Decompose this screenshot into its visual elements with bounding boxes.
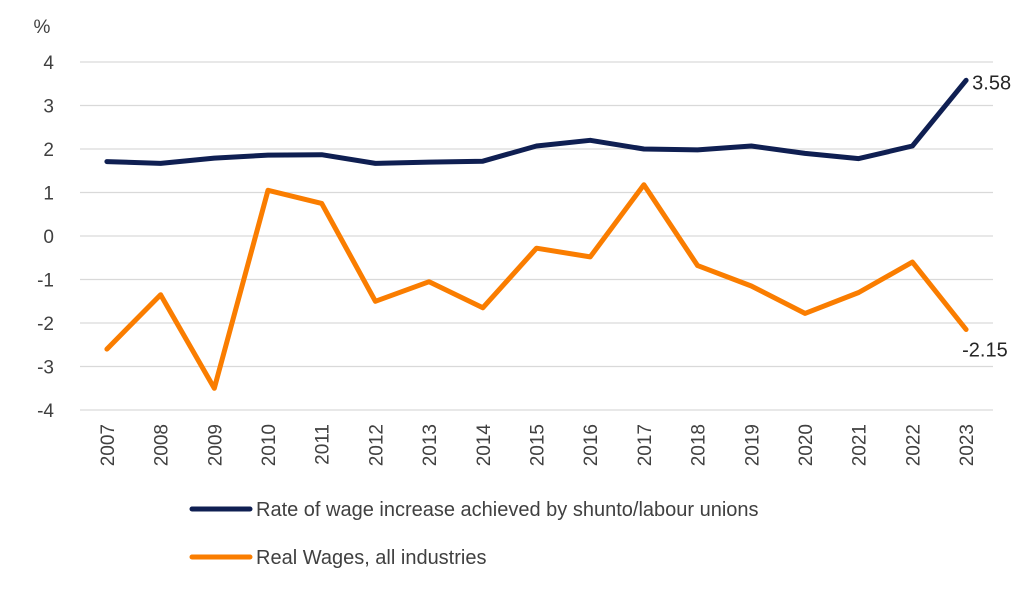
x-tick-label: 2020 <box>796 424 817 466</box>
data-label-end: 3.58 <box>972 72 1011 94</box>
x-tick-label: 2012 <box>366 424 387 466</box>
x-tick-label: 2009 <box>205 424 226 466</box>
data-label-end: -2.15 <box>962 340 1008 362</box>
y-tick-label: 3 <box>43 97 54 118</box>
x-tick-label: 2017 <box>635 424 656 466</box>
x-tick-label: 2023 <box>957 424 978 466</box>
x-tick-label: 2014 <box>474 424 495 467</box>
y-tick-label: 4 <box>43 53 54 74</box>
x-tick-label: 2021 <box>850 424 871 466</box>
legend-label-shunto: Rate of wage increase achieved by shunto… <box>256 499 759 521</box>
x-tick-label: 2019 <box>742 424 763 466</box>
y-tick-label: 2 <box>43 140 54 161</box>
y-tick-label: 0 <box>43 227 54 248</box>
x-tick-label: 2016 <box>581 424 602 466</box>
y-tick-label: -3 <box>37 358 54 379</box>
x-tick-label: 2011 <box>313 424 334 465</box>
x-tick-label: 2018 <box>689 424 710 466</box>
legend-label-real-wages: Real Wages, all industries <box>256 547 486 569</box>
gridlines <box>80 61 993 411</box>
y-tick-label: -4 <box>37 401 54 422</box>
series-line-shunto <box>104 77 969 166</box>
x-tick-label: 2015 <box>528 424 549 466</box>
y-tick-label: -1 <box>37 271 54 292</box>
x-tick-label: 2007 <box>98 424 119 466</box>
x-tick-label: 2008 <box>152 424 173 466</box>
y-tick-label: 1 <box>43 184 54 205</box>
x-tick-label: 2010 <box>259 424 280 466</box>
x-tick-label: 2013 <box>420 424 441 466</box>
y-tick-label: -2 <box>37 314 54 335</box>
series-line-real-wages <box>104 182 969 391</box>
x-tick-label: 2022 <box>903 424 924 466</box>
y-unit-label: % <box>34 17 51 38</box>
x-axis-ticks: 2007 2008 2009 2010 2011 2012 2013 2014 2015 2016… <box>98 424 978 467</box>
series-lines <box>104 77 969 391</box>
end-labels: 3.58 -2.15 <box>962 72 1011 361</box>
y-axis-ticks: 4 3 2 1 0 -1 -2 -3 -4 <box>37 53 54 422</box>
legend: Rate of wage increase achieved by shunto… <box>189 499 759 569</box>
